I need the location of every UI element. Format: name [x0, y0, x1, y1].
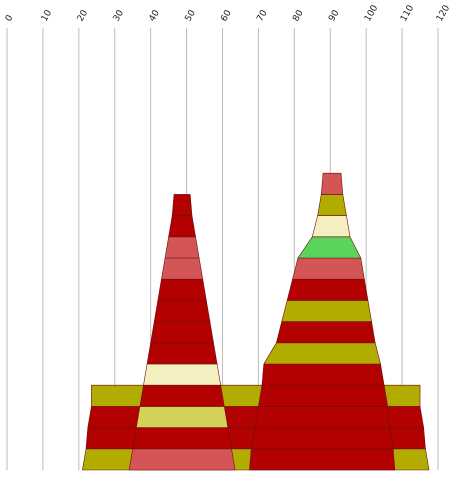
shape-2-layer-7	[150, 321, 214, 344]
shape-2-layer-6	[146, 342, 218, 365]
shape-3-layer-7	[275, 321, 376, 344]
x-tick-label: 0	[4, 13, 16, 23]
shape-3-layer-13	[317, 194, 347, 216]
shape-2-layer-8	[153, 300, 211, 322]
shape-2-layer-4	[139, 384, 225, 407]
shape-3-layer-12	[311, 215, 351, 238]
shape-2-layer-2	[132, 427, 232, 450]
x-tick-label: 120	[435, 3, 452, 23]
x-tick-labels: 0 10 20 30 40 50 60 70 80 90 100 110 120	[4, 3, 452, 23]
shape-2-layer-12	[168, 215, 196, 238]
shape-2	[128, 194, 236, 471]
shape-3-layer-11	[297, 236, 362, 259]
x-tick-label: 30	[112, 8, 127, 23]
x-tick-label: 40	[148, 8, 163, 23]
x-tick-label: 80	[291, 8, 306, 23]
shape-2-layer-3	[135, 406, 229, 428]
shape-3-layer-3	[254, 406, 390, 428]
shape-3-layer-4	[258, 384, 389, 407]
x-tick-label: 60	[219, 8, 234, 23]
shape-3-layer-6	[263, 342, 381, 365]
shape-2-layer-5	[143, 363, 222, 386]
shape-3-layer-10	[292, 257, 365, 280]
shape-2-layer-13	[171, 194, 193, 216]
shape-3-layer-2	[250, 427, 394, 450]
shape-2-layer-1	[128, 448, 236, 471]
x-tick-label: 110	[399, 3, 416, 23]
x-tick-label: 100	[363, 3, 380, 23]
shape-3-layer-1	[249, 448, 396, 471]
shape-2-layer-9	[157, 278, 207, 301]
x-tick-label: 70	[255, 8, 270, 23]
shape-3-layer-8	[281, 300, 372, 322]
shape-3-layer-5	[261, 363, 385, 386]
shape-3	[249, 172, 396, 471]
shape-2-layer-11	[164, 236, 200, 259]
chart-shapes	[82, 172, 430, 471]
shape-3-layer-9	[286, 278, 369, 301]
shape-3-layer-14	[320, 172, 344, 195]
x-tick-label: 90	[327, 8, 342, 23]
x-tick-label: 10	[40, 8, 55, 23]
shape-2-layer-10	[161, 257, 204, 280]
x-tick-label: 50	[184, 8, 199, 23]
x-tick-label: 20	[76, 8, 91, 23]
